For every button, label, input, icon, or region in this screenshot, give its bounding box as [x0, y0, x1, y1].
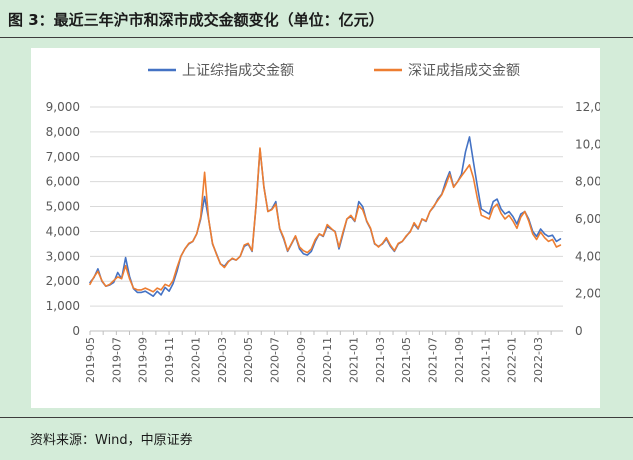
x-tick-label: 2021-07	[427, 337, 440, 383]
series-lines	[89, 136, 562, 297]
x-tick-label: 2022-01	[506, 337, 519, 383]
page-title: 图 3：最近三年沪市和深市成交金额变化（单位：亿元）	[8, 11, 384, 29]
y-left-tick-label: 8,000	[46, 125, 80, 139]
legend-label: 深证成指成交金额	[408, 62, 520, 79]
x-tick-label: 2021-05	[400, 337, 413, 383]
y-right-tick-label: 10,000	[575, 137, 600, 151]
x-tick-label: 2020-05	[242, 337, 255, 383]
y-left-tick-label: 4,000	[46, 224, 80, 238]
x-tick-label: 2019-05	[84, 337, 97, 383]
x-tick-label: 2021-09	[453, 337, 466, 383]
y-left-tick-label: 7,000	[46, 150, 80, 164]
y-right-tick-label: 8,000	[575, 175, 600, 189]
y-right-tick-label: 0	[575, 324, 583, 338]
x-tick-label: 2022-03	[532, 337, 545, 383]
x-tick-label: 2020-01	[189, 337, 202, 383]
x-tick-label: 2020-07	[268, 337, 281, 383]
y-right-tick-label: 12,000	[575, 100, 600, 114]
bottom-divider	[0, 417, 633, 418]
gridlines	[90, 106, 563, 307]
y-left-tick-label: 0	[72, 324, 80, 338]
legend-label: 上证综指成交金额	[182, 62, 294, 79]
x-tick-label: 2020-11	[321, 337, 334, 383]
y-left-tick-label: 9,000	[46, 100, 80, 114]
y-left-tick-label: 6,000	[46, 175, 80, 189]
series-line-sz	[89, 147, 562, 293]
x-tick-label: 2021-01	[348, 337, 361, 383]
source-note: 资料来源：Wind，中原证券	[30, 433, 193, 448]
chart-panel: 0 1,000 2,000 3,000 4,000 5,000 6,000 7,000 8,00…	[31, 48, 617, 408]
legend: 上证综指成交金额 深证成指成交金额	[148, 62, 520, 79]
line-chart: 0 1,000 2,000 3,000 4,000 5,000 6,000 7,000 8,00…	[46, 62, 617, 383]
x-tick-label: 2020-03	[216, 337, 229, 383]
y-left-tick-label: 5,000	[46, 200, 80, 214]
x-tick-label: 2020-09	[295, 337, 308, 383]
y-left-tick-label: 2,000	[46, 274, 80, 288]
x-tick-label: 2021-11	[479, 337, 492, 383]
y-left-tick-label: 3,000	[46, 249, 80, 263]
top-divider	[0, 37, 633, 38]
y-axis-right: 0 2,000 4,000 6,000 8,000 10,000 12,000	[575, 100, 617, 338]
x-tick-label: 2021-03	[374, 337, 387, 383]
y-left-tick-label: 1,000	[46, 299, 80, 313]
x-tick-label: 2019-11	[163, 337, 176, 383]
x-tick-label: 2019-09	[137, 337, 150, 383]
y-right-tick-label: 2,000	[575, 287, 600, 301]
y-right-tick-label: 6,000	[575, 212, 600, 226]
y-right-tick-label: 4,000	[575, 249, 600, 263]
y-axis-left: 0 1,000 2,000 3,000 4,000 5,000 6,000 7,000 8,00…	[46, 100, 80, 338]
x-tick-label: 2019-07	[110, 337, 123, 383]
x-axis: 2019-05 2019-07 2019-09 2019-11 2020-01 2020-…	[84, 330, 563, 383]
